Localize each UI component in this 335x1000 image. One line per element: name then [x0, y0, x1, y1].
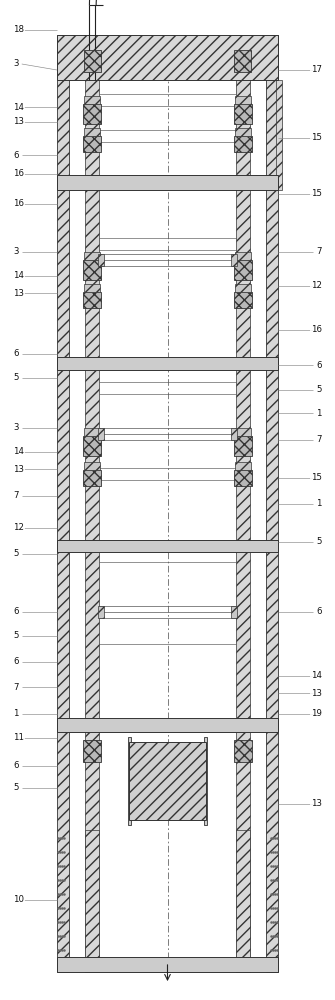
Text: 14: 14	[13, 448, 24, 456]
Bar	[57, 35, 278, 80]
Text: 13: 13	[13, 464, 24, 474]
Text: 5: 5	[13, 784, 19, 792]
Bar	[236, 830, 250, 972]
Bar	[98, 428, 104, 440]
Text: 11: 11	[13, 734, 24, 742]
Bar	[84, 462, 100, 470]
Bar	[83, 292, 101, 308]
Bar	[234, 470, 252, 486]
Bar	[234, 104, 252, 124]
Bar	[83, 104, 101, 124]
Text: 6: 6	[13, 658, 19, 666]
Bar	[235, 252, 251, 260]
Text: 7: 7	[13, 491, 19, 500]
Text: 13: 13	[13, 117, 24, 126]
Bar	[84, 128, 100, 136]
Bar	[84, 428, 100, 436]
Bar	[266, 35, 278, 972]
Bar	[235, 462, 251, 470]
Text: 1: 1	[13, 710, 19, 718]
Bar	[276, 80, 282, 190]
Text: 6: 6	[316, 607, 322, 616]
Text: 16: 16	[13, 169, 24, 178]
Bar	[83, 260, 101, 280]
Bar	[98, 606, 104, 618]
Text: 15: 15	[311, 474, 322, 483]
Text: 17: 17	[311, 66, 322, 75]
Bar	[84, 252, 100, 260]
Bar	[84, 50, 100, 72]
Bar	[57, 718, 278, 732]
Bar	[57, 957, 278, 972]
Bar	[83, 470, 101, 486]
Bar	[57, 357, 278, 370]
Text: 5: 5	[13, 550, 19, 558]
Text: 7: 7	[316, 247, 322, 256]
Bar	[128, 737, 131, 825]
Text: 5: 5	[13, 373, 19, 382]
Bar	[57, 35, 69, 972]
Text: 6: 6	[13, 607, 19, 616]
Text: 7: 7	[316, 436, 322, 444]
Bar	[57, 540, 278, 552]
Bar	[236, 35, 250, 972]
Text: 5: 5	[316, 538, 322, 546]
Text: 19: 19	[311, 710, 322, 718]
Bar	[231, 606, 237, 618]
Text: 14: 14	[13, 271, 24, 280]
Bar	[83, 436, 101, 456]
Text: 12: 12	[13, 524, 24, 532]
Bar	[235, 96, 251, 104]
Bar	[235, 128, 251, 136]
Text: 10: 10	[13, 896, 24, 904]
Text: 18: 18	[13, 25, 24, 34]
Bar	[235, 284, 251, 292]
Text: 13: 13	[311, 800, 322, 808]
Bar	[234, 260, 252, 280]
Text: 5: 5	[13, 632, 19, 641]
Bar	[85, 35, 99, 972]
Text: 6: 6	[13, 350, 19, 359]
Bar	[84, 284, 100, 292]
Text: 15: 15	[311, 133, 322, 142]
Bar	[234, 436, 252, 456]
Bar	[231, 428, 237, 440]
Text: 13: 13	[13, 288, 24, 298]
Text: 14: 14	[311, 672, 322, 680]
Text: 16: 16	[13, 200, 24, 209]
Bar	[234, 50, 251, 72]
Bar	[85, 830, 99, 972]
Bar	[83, 740, 101, 762]
Text: 3: 3	[13, 424, 19, 432]
Text: 1: 1	[316, 499, 322, 508]
Text: 14: 14	[13, 103, 24, 111]
Text: 1: 1	[316, 408, 322, 418]
Text: 7: 7	[13, 682, 19, 692]
Text: 15: 15	[311, 190, 322, 198]
Text: 3: 3	[13, 247, 19, 256]
Text: 6: 6	[13, 762, 19, 770]
Bar	[231, 254, 237, 266]
Bar	[83, 136, 101, 152]
Bar	[234, 740, 252, 762]
Bar	[84, 96, 100, 104]
Bar	[204, 737, 207, 825]
Text: 12: 12	[311, 282, 322, 290]
Text: 3: 3	[13, 60, 19, 68]
Text: 16: 16	[311, 326, 322, 334]
Bar	[57, 175, 278, 190]
Bar	[234, 136, 252, 152]
Text: 6: 6	[316, 360, 322, 369]
Text: 13: 13	[311, 688, 322, 698]
Bar	[98, 254, 104, 266]
Bar	[129, 742, 206, 820]
Text: 6: 6	[13, 150, 19, 159]
Bar	[234, 292, 252, 308]
Bar	[235, 428, 251, 436]
Text: 5: 5	[316, 385, 322, 394]
